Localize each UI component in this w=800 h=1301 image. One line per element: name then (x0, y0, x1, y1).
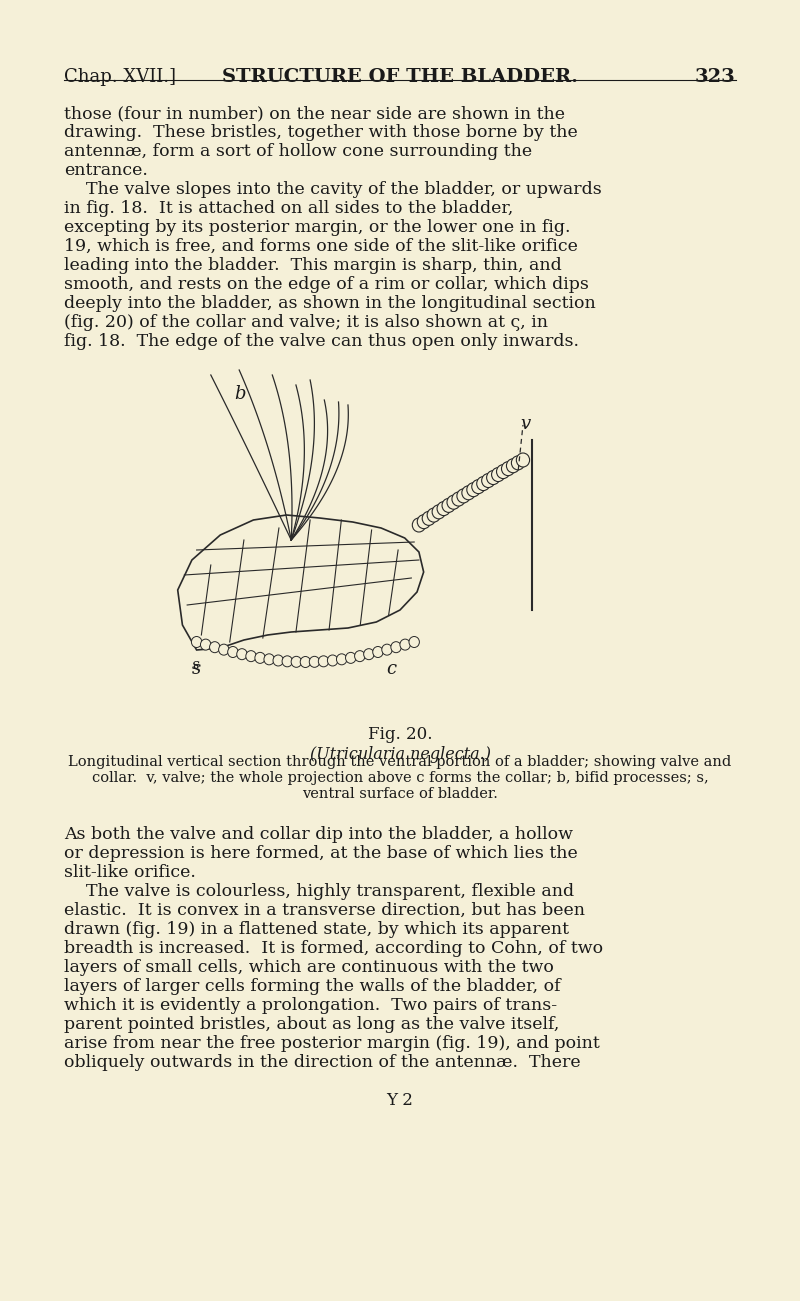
Text: drawing.  These bristles, together with those borne by the: drawing. These bristles, together with t… (64, 124, 578, 141)
Text: leading into the bladder.  This margin is sharp, thin, and: leading into the bladder. This margin is… (64, 258, 562, 275)
Circle shape (300, 657, 310, 667)
Text: As both the valve and collar dip into the bladder, a hollow: As both the valve and collar dip into th… (64, 826, 573, 843)
Circle shape (210, 641, 220, 653)
Circle shape (422, 511, 435, 526)
Text: those (four in number) on the near side are shown in the: those (four in number) on the near side … (64, 105, 565, 122)
Circle shape (246, 650, 256, 662)
Text: parent pointed bristles, about as long as the valve itself,: parent pointed bristles, about as long a… (64, 1016, 559, 1033)
Circle shape (264, 654, 274, 665)
Circle shape (310, 656, 320, 667)
Text: fig. 18.  The edge of the valve can thus open only inwards.: fig. 18. The edge of the valve can thus … (64, 333, 579, 350)
Circle shape (482, 474, 495, 488)
Circle shape (255, 652, 266, 664)
Text: s: s (192, 658, 200, 673)
Circle shape (432, 505, 446, 519)
Circle shape (511, 455, 525, 470)
Circle shape (391, 641, 402, 653)
Text: s: s (192, 660, 201, 678)
Circle shape (502, 462, 514, 476)
Circle shape (409, 636, 419, 648)
Circle shape (516, 453, 530, 467)
Text: Longitudinal vertical section through the ventral portion of a bladder; showing : Longitudinal vertical section through th… (68, 755, 732, 769)
Text: drawn (fig. 19) in a flattened state, by which its apparent: drawn (fig. 19) in a flattened state, by… (64, 921, 569, 938)
Circle shape (437, 502, 450, 515)
Circle shape (228, 647, 238, 657)
Text: STRUCTURE OF THE BLADDER.: STRUCTURE OF THE BLADDER. (222, 68, 578, 86)
Text: collar.  v, valve; the whole projection above c forms the collar; b, bifid proce: collar. v, valve; the whole projection a… (92, 771, 708, 785)
Circle shape (337, 654, 347, 665)
Circle shape (273, 654, 283, 666)
Circle shape (427, 509, 441, 522)
Text: excepting by its posterior margin, or the lower one in fig.: excepting by its posterior margin, or th… (64, 219, 570, 235)
Circle shape (442, 498, 455, 513)
Text: elastic.  It is convex in a transverse direction, but has been: elastic. It is convex in a transverse di… (64, 902, 585, 919)
Text: antennæ, form a sort of hollow cone surrounding the: antennæ, form a sort of hollow cone surr… (64, 143, 532, 160)
Circle shape (472, 480, 485, 493)
Text: The valve is colourless, highly transparent, flexible and: The valve is colourless, highly transpar… (64, 883, 574, 900)
Circle shape (462, 485, 475, 500)
Text: deeply into the bladder, as shown in the longitudinal section: deeply into the bladder, as shown in the… (64, 295, 596, 312)
Text: The valve slopes into the cavity of the bladder, or upwards: The valve slopes into the cavity of the … (64, 181, 602, 198)
Circle shape (373, 647, 383, 657)
Text: 19, which is free, and forms one side of the slit-like orifice: 19, which is free, and forms one side of… (64, 238, 578, 255)
Circle shape (506, 459, 520, 472)
Text: obliquely outwards in the direction of the antennæ.  There: obliquely outwards in the direction of t… (64, 1054, 581, 1071)
Text: layers of larger cells forming the walls of the bladder, of: layers of larger cells forming the walls… (64, 978, 561, 995)
Circle shape (218, 644, 229, 656)
Circle shape (457, 489, 470, 503)
Circle shape (354, 650, 365, 662)
Text: breadth is increased.  It is formed, according to Cohn, of two: breadth is increased. It is formed, acco… (64, 941, 603, 958)
Text: which it is evidently a prolongation.  Two pairs of trans-: which it is evidently a prolongation. Tw… (64, 997, 558, 1013)
Text: Fig. 20.: Fig. 20. (368, 726, 432, 743)
Text: in fig. 18.  It is attached on all sides to the bladder,: in fig. 18. It is attached on all sides … (64, 200, 514, 217)
Text: slit-like orifice.: slit-like orifice. (64, 864, 196, 881)
Text: arise from near the free posterior margin (fig. 19), and point: arise from near the free posterior margi… (64, 1036, 600, 1053)
Polygon shape (178, 515, 424, 650)
Text: Y 2: Y 2 (386, 1092, 414, 1108)
Circle shape (201, 639, 211, 650)
Circle shape (346, 652, 356, 664)
Circle shape (382, 644, 392, 656)
Circle shape (412, 518, 426, 532)
Circle shape (447, 496, 460, 509)
Circle shape (327, 654, 338, 666)
Circle shape (282, 656, 293, 667)
Circle shape (467, 483, 480, 497)
Circle shape (452, 492, 465, 506)
Text: v: v (520, 415, 530, 433)
Text: or depression is here formed, at the base of which lies the: or depression is here formed, at the bas… (64, 846, 578, 863)
Text: ventral surface of bladder.: ventral surface of bladder. (302, 787, 498, 801)
Text: Chap. XVII.]: Chap. XVII.] (64, 68, 176, 86)
Circle shape (418, 515, 430, 528)
Text: smooth, and rests on the edge of a rim or collar, which dips: smooth, and rests on the edge of a rim o… (64, 276, 589, 293)
Text: b: b (234, 385, 246, 403)
Text: 323: 323 (695, 68, 736, 86)
Text: c: c (386, 660, 396, 678)
Circle shape (491, 467, 505, 481)
Circle shape (400, 639, 410, 650)
Text: (Utricularia neglecta.): (Utricularia neglecta.) (310, 745, 490, 762)
Circle shape (237, 649, 247, 660)
Circle shape (497, 464, 510, 479)
Circle shape (364, 649, 374, 660)
Circle shape (486, 471, 500, 484)
Circle shape (191, 636, 202, 648)
Circle shape (318, 656, 329, 667)
Text: (fig. 20) of the collar and valve; it is also shown at ς, in: (fig. 20) of the collar and valve; it is… (64, 314, 548, 330)
Circle shape (291, 656, 302, 667)
Text: entrance.: entrance. (64, 163, 148, 180)
Circle shape (477, 476, 490, 490)
Text: layers of small cells, which are continuous with the two: layers of small cells, which are continu… (64, 959, 554, 976)
